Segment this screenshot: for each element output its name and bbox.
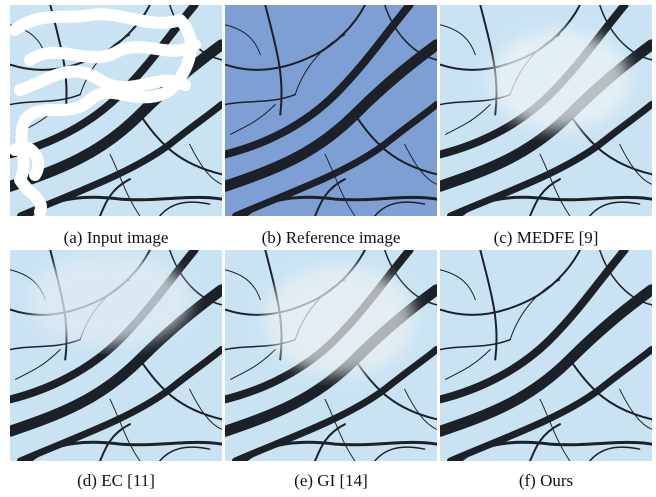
caption: (a) Input image [64, 228, 169, 247]
panel: (f) Ours [440, 250, 652, 490]
caption: (c) MEDFE [9] [494, 228, 599, 247]
artifact [490, 30, 630, 130]
caption: (e) GI [14] [294, 471, 368, 490]
panel: (e) GI [14] [225, 250, 437, 490]
panel: (b) Reference image [225, 5, 437, 247]
artifact [30, 255, 190, 345]
caption: (b) Reference image [262, 228, 401, 247]
panel: (c) MEDFE [9] [440, 5, 652, 247]
panel: (d) EC [11] [10, 250, 222, 490]
image [440, 250, 652, 461]
caption: (f) Ours [519, 471, 573, 490]
caption: (d) EC [11] [77, 471, 155, 490]
figure: (a) Input image (b) Reference image (c) … [0, 0, 656, 497]
panel: (a) Input image [10, 5, 222, 247]
artifact [265, 265, 415, 375]
image [225, 5, 437, 216]
